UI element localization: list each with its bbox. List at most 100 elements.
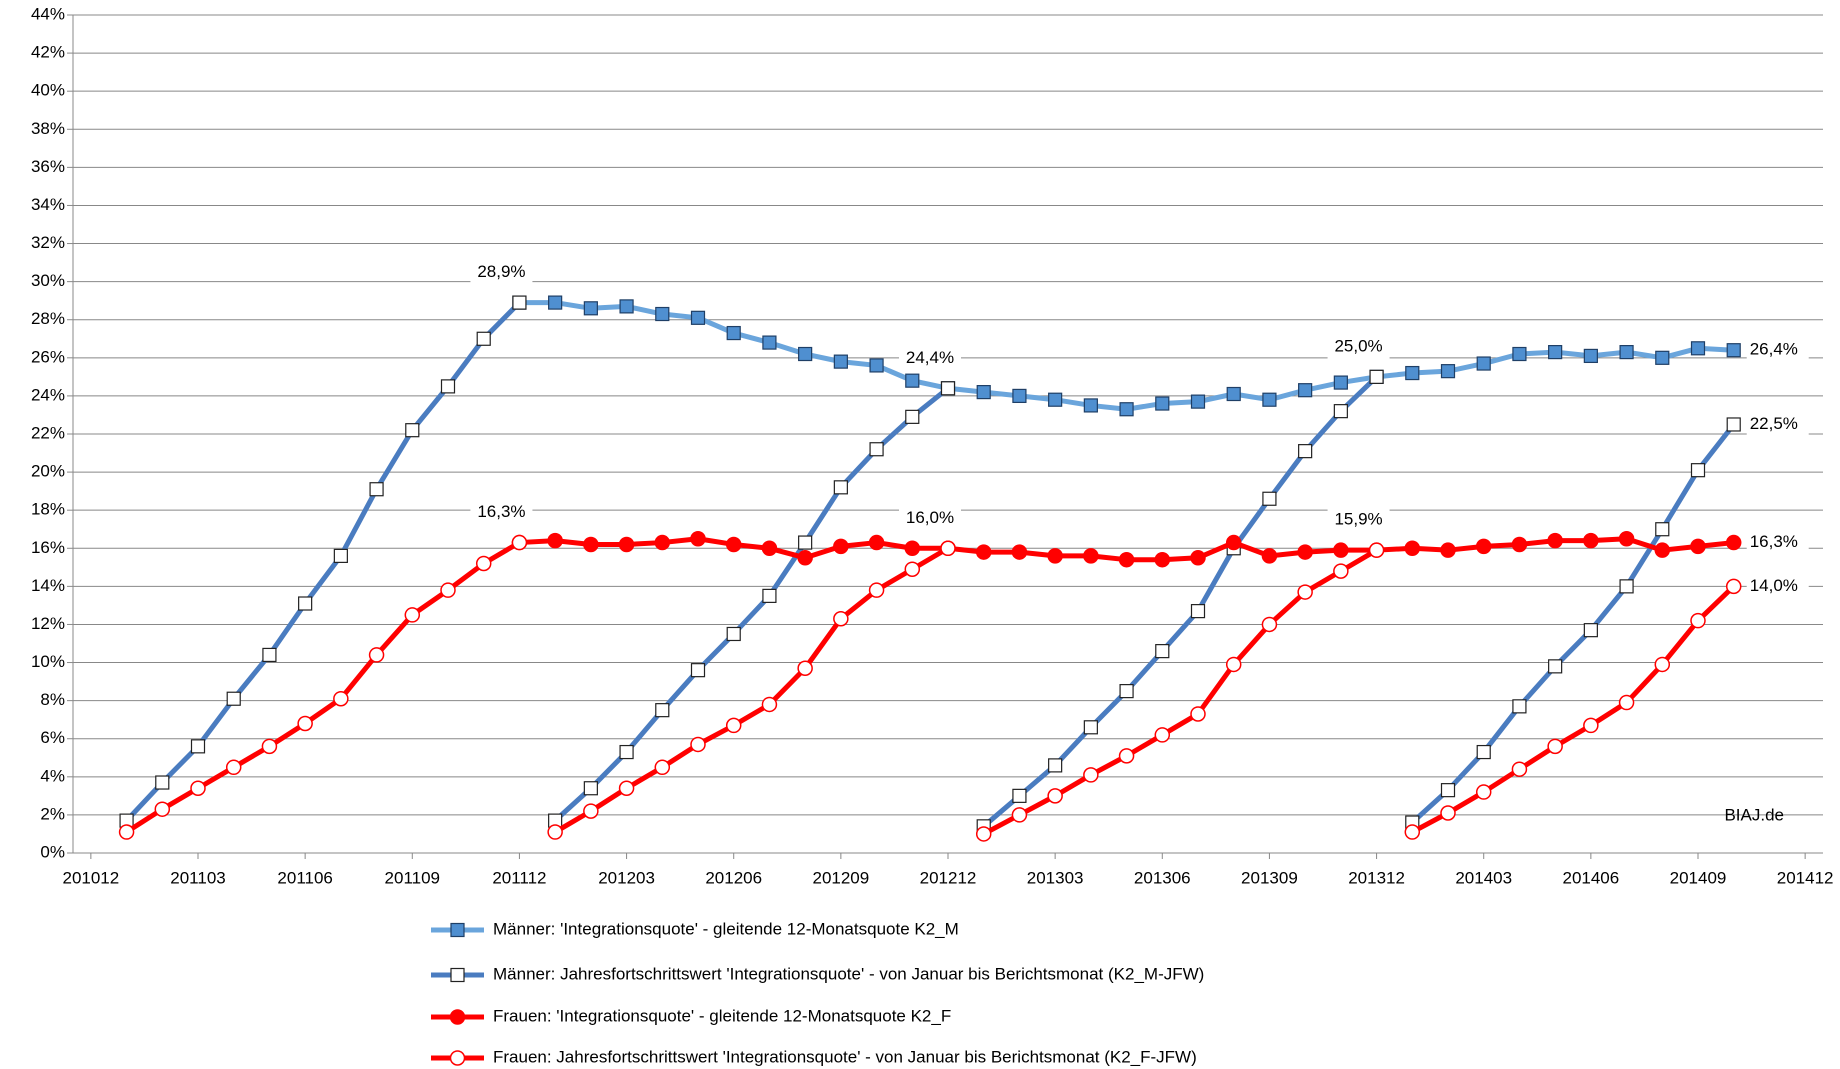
y-tick-label: 0%	[40, 842, 65, 861]
marker	[905, 409, 920, 424]
marker	[512, 295, 527, 310]
marker	[583, 536, 599, 553]
marker	[1725, 534, 1742, 551]
y-tick-label: 44%	[31, 4, 65, 23]
marker	[1261, 616, 1278, 633]
y-tick-label: 28%	[31, 309, 65, 328]
marker	[1190, 604, 1206, 619]
marker	[1405, 365, 1420, 381]
legend-item: Männer: Jahresfortschrittswert 'Integrat…	[431, 964, 1204, 983]
legend-marker	[450, 922, 465, 938]
marker	[1047, 548, 1063, 564]
marker	[1583, 623, 1598, 638]
marker	[1083, 767, 1099, 783]
marker	[868, 582, 885, 598]
x-tick-label: 201109	[385, 868, 440, 887]
legend-item: Männer: 'Integrationsquote' - gleitende …	[431, 919, 959, 938]
marker	[154, 801, 171, 817]
marker	[225, 759, 242, 776]
x-tick-label: 201312	[1348, 868, 1405, 887]
marker	[1225, 534, 1242, 551]
marker	[797, 660, 813, 677]
y-tick-label: 36%	[31, 157, 65, 176]
marker	[1154, 727, 1171, 743]
marker	[440, 379, 456, 394]
marker	[1154, 551, 1171, 568]
marker	[761, 696, 778, 713]
label-bg	[1327, 508, 1390, 533]
marker	[1440, 783, 1456, 798]
marker	[975, 826, 992, 842]
marker	[725, 717, 742, 734]
marker	[1583, 717, 1599, 734]
series-line	[1410, 422, 1736, 825]
x-tick-label: 201303	[1027, 868, 1084, 887]
marker	[618, 536, 635, 553]
y-tick-label: 4%	[40, 766, 65, 785]
marker	[869, 358, 884, 373]
y-tick-label: 18%	[31, 500, 65, 519]
marker	[1225, 656, 1242, 673]
marker	[1655, 522, 1670, 537]
marker	[655, 306, 670, 322]
x-tick-label: 201306	[1134, 868, 1191, 887]
marker	[1618, 531, 1635, 547]
marker	[726, 325, 741, 341]
legend-item: Frauen: 'Integrationsquote' - gleitende …	[431, 1006, 951, 1025]
marker	[298, 596, 313, 611]
marker	[1333, 375, 1348, 390]
legend-label: Frauen: Jahresfortschrittswert 'Integrat…	[493, 1047, 1197, 1066]
marker	[1333, 563, 1349, 579]
marker	[1404, 540, 1421, 557]
y-tick-label: 30%	[31, 271, 65, 290]
x-tick-label: 201409	[1670, 868, 1727, 887]
y-tick-label: 22%	[31, 423, 65, 442]
data-label: 16,3%	[1750, 532, 1798, 551]
marker	[1155, 644, 1170, 659]
y-tick-label: 32%	[31, 233, 65, 252]
legend-label: Frauen: 'Integrationsquote' - gleitende …	[493, 1006, 951, 1025]
marker	[1190, 706, 1206, 722]
marker	[333, 548, 348, 563]
marker	[1476, 356, 1491, 371]
marker	[1298, 444, 1313, 459]
marker	[833, 354, 848, 369]
y-tick-label: 38%	[31, 119, 65, 138]
label-bg	[470, 500, 533, 525]
marker	[1475, 538, 1492, 555]
x-tick-label: 201106	[277, 868, 332, 887]
marker	[1297, 544, 1313, 560]
marker	[583, 803, 599, 819]
marker	[1512, 699, 1527, 714]
marker	[1119, 684, 1134, 699]
marker	[1547, 738, 1563, 755]
data-label: 22,5%	[1750, 414, 1798, 433]
label-bg	[899, 506, 961, 531]
marker	[833, 538, 849, 555]
marker	[1583, 532, 1599, 549]
y-tick-label: 34%	[31, 195, 65, 214]
marker	[690, 531, 706, 547]
x-tick-label: 201309	[1241, 868, 1298, 887]
marker	[940, 540, 956, 557]
marker	[1548, 345, 1563, 360]
marker	[905, 373, 920, 388]
marker	[440, 582, 456, 598]
y-tick-label: 14%	[31, 576, 65, 595]
marker	[548, 295, 563, 310]
legend-label: Männer: 'Integrationsquote' - gleitende …	[493, 919, 959, 938]
series-line	[553, 386, 950, 823]
marker	[405, 423, 420, 438]
marker	[1083, 548, 1099, 564]
y-tick-label: 16%	[31, 538, 65, 557]
data-label: 14,0%	[1750, 576, 1798, 595]
marker	[1011, 544, 1028, 560]
data-label: 15,9%	[1334, 510, 1382, 529]
marker	[654, 759, 671, 776]
marker	[190, 739, 206, 754]
marker	[904, 540, 921, 557]
marker	[869, 442, 884, 457]
marker	[1118, 748, 1135, 764]
marker	[1047, 788, 1063, 804]
marker	[547, 824, 563, 840]
